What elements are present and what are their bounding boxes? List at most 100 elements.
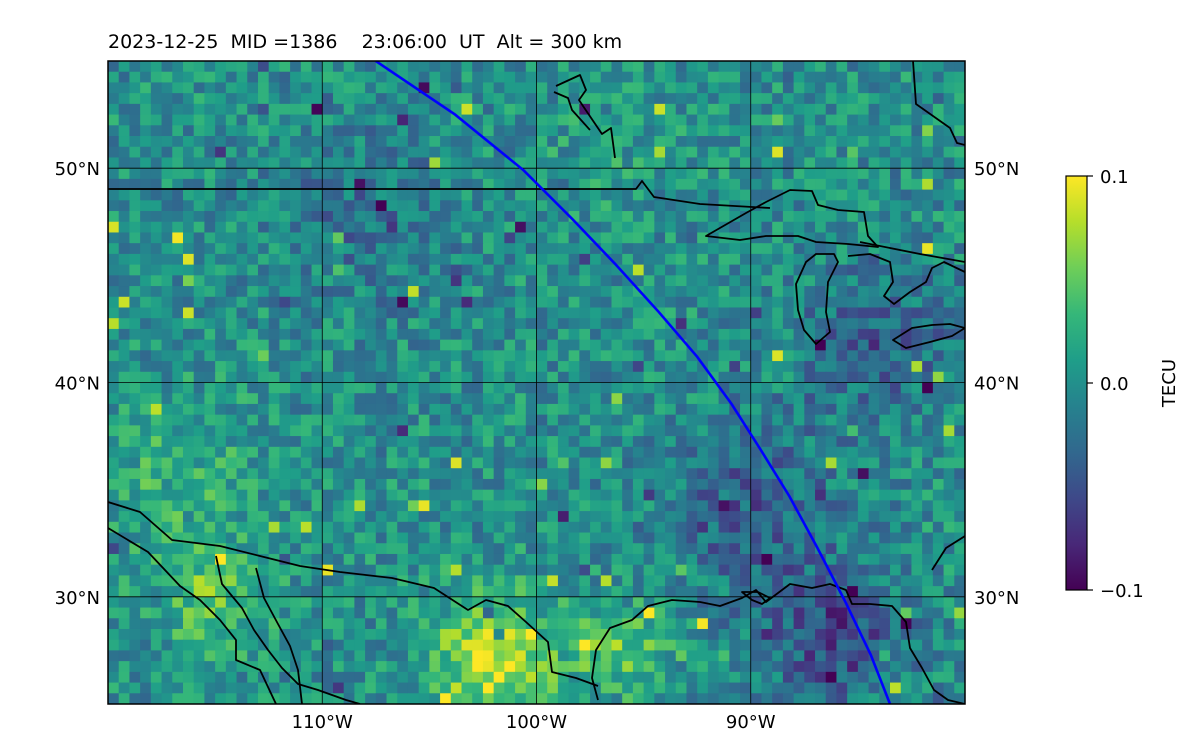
tec-cell	[354, 575, 366, 587]
tec-cell	[825, 661, 838, 673]
tec-cell	[622, 532, 634, 544]
tec-cell	[557, 189, 570, 201]
tec-cell	[879, 628, 891, 641]
tec-cell	[504, 436, 516, 448]
tec-cell	[472, 403, 484, 416]
tec-cell	[257, 468, 270, 480]
tec-cell	[225, 339, 238, 351]
tec-cell	[504, 403, 516, 416]
tec-cell	[879, 457, 891, 469]
tec-cell	[150, 114, 163, 126]
tec-cell	[804, 371, 816, 384]
tec-cell	[707, 93, 720, 105]
tec-cell	[772, 93, 784, 105]
tec-cell	[365, 371, 377, 384]
tec-cell	[922, 350, 934, 362]
tec-cell	[215, 361, 227, 373]
tec-cell	[268, 178, 280, 191]
tec-cell	[665, 468, 677, 480]
tec-cell	[557, 61, 570, 73]
tec-cell	[675, 114, 688, 126]
tec-cell	[815, 350, 827, 362]
tec-cell	[482, 264, 495, 276]
tec-cell	[118, 328, 131, 341]
tec-cell	[118, 414, 131, 426]
tec-cell	[654, 650, 666, 662]
tec-cell	[418, 350, 430, 362]
tec-cell	[150, 478, 163, 491]
tec-cell	[568, 682, 580, 694]
tec-cell	[579, 489, 591, 501]
tec-cell	[407, 178, 420, 191]
tec-cell	[493, 361, 505, 373]
tec-cell	[600, 639, 613, 652]
tec-cell	[407, 61, 420, 73]
tec-cell	[825, 125, 838, 137]
tec-cell	[922, 618, 934, 630]
tec-cell	[825, 511, 838, 523]
tec-cell	[236, 436, 248, 448]
tec-cell	[257, 661, 270, 673]
tec-cell	[397, 286, 409, 298]
tec-cell	[697, 157, 709, 169]
tec-cell	[900, 650, 913, 662]
tec-cell	[440, 371, 452, 384]
tec-cell	[172, 350, 184, 362]
tec-cell	[440, 264, 452, 276]
tec-cell	[857, 339, 870, 351]
tec-cell	[161, 650, 173, 662]
tec-cell	[172, 425, 184, 437]
tec-cell	[193, 382, 206, 394]
tec-cell	[729, 243, 741, 255]
tec-cell	[204, 457, 216, 469]
tec-cell	[365, 114, 377, 126]
tec-cell	[943, 628, 955, 641]
tec-cell	[943, 350, 955, 362]
tec-heatmap	[108, 61, 965, 704]
tec-cell	[922, 553, 934, 566]
tec-cell	[536, 500, 548, 512]
tec-cell	[440, 189, 452, 201]
tec-cell	[375, 178, 388, 191]
tec-cell	[365, 414, 377, 426]
tec-cell	[182, 414, 195, 426]
tec-cell	[482, 71, 495, 84]
tec-cell	[375, 500, 388, 512]
tec-cell	[922, 661, 934, 673]
tec-cell	[493, 457, 505, 469]
tec-cell	[911, 403, 923, 416]
tec-cell	[450, 71, 463, 84]
tec-cell	[932, 71, 945, 84]
tec-cell	[568, 393, 580, 405]
tec-cell	[268, 339, 280, 351]
tec-cell	[343, 275, 355, 287]
tec-cell	[772, 146, 784, 159]
tec-cell	[322, 436, 334, 448]
tec-cell	[365, 446, 377, 459]
tec-cell	[300, 339, 313, 351]
tec-cell	[461, 264, 473, 276]
tec-cell	[857, 393, 870, 405]
tec-cell	[900, 146, 913, 159]
tec-cell	[622, 682, 634, 694]
tec-cell	[343, 543, 355, 555]
tec-cell	[600, 618, 613, 630]
tec-cell	[397, 371, 409, 384]
tec-cell	[418, 671, 430, 684]
tec-cell	[793, 436, 805, 448]
tec-cell	[440, 693, 452, 704]
tec-cell	[482, 146, 495, 159]
tec-cell	[579, 361, 591, 373]
tec-cell	[472, 61, 484, 73]
tec-cell	[890, 253, 902, 266]
tec-cell	[322, 382, 334, 394]
tec-cell	[729, 178, 741, 191]
tec-cell	[857, 361, 870, 373]
tec-cell	[590, 93, 602, 105]
tec-cell	[922, 286, 934, 298]
tec-cell	[397, 543, 409, 555]
tec-cell	[108, 103, 120, 116]
tec-cell	[815, 489, 827, 501]
tec-cell	[772, 382, 784, 394]
tec-cell	[557, 103, 570, 116]
